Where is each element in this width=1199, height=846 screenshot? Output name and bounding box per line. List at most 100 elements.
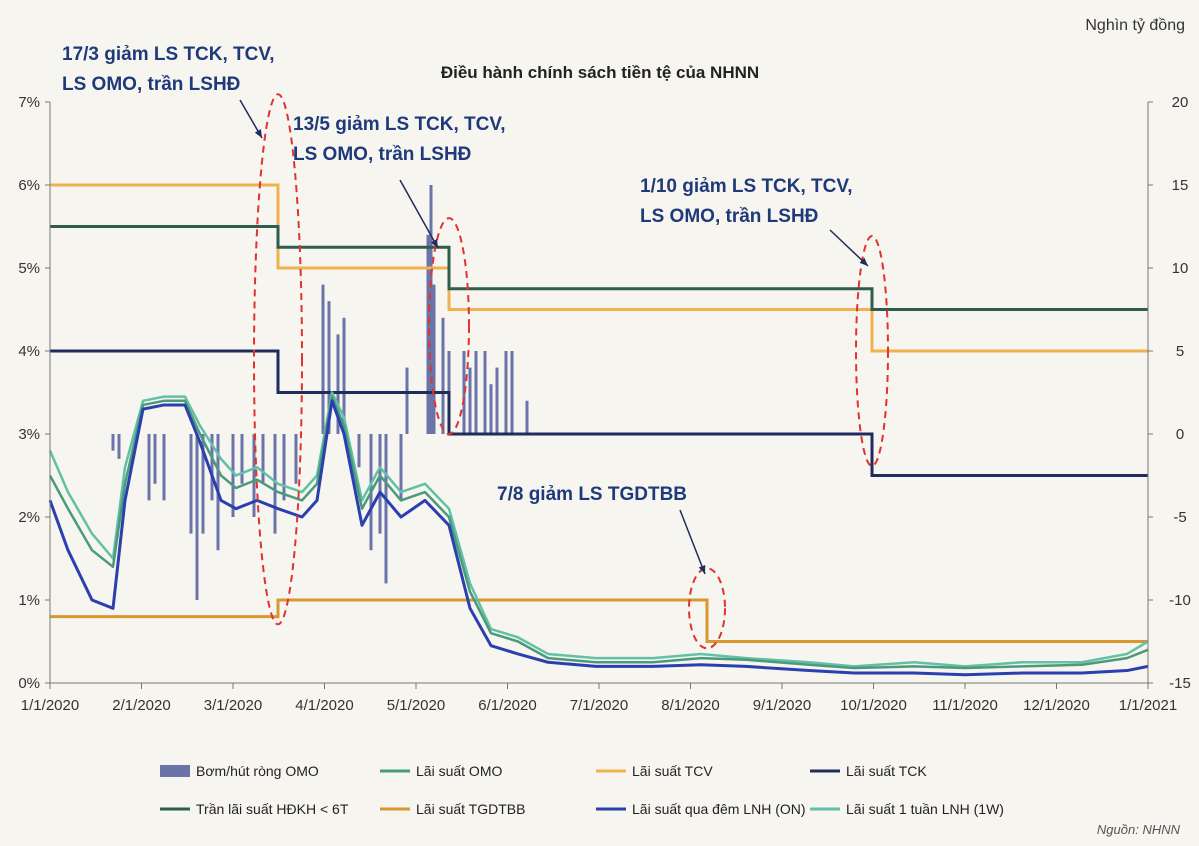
legend-label: Lãi suất TGDTBB <box>416 801 525 817</box>
omo-bar <box>201 434 205 534</box>
omo-bar <box>426 234 430 434</box>
legend-label: Lãi suất TCV <box>632 763 713 779</box>
legend-label: Lãi suất 1 tuần LNH (1W) <box>846 801 1004 817</box>
x-tick-label: 12/1/2020 <box>1023 697 1090 714</box>
y-left-tick-label: 7% <box>18 94 40 111</box>
omo-bar <box>261 434 265 484</box>
series-omo_rate <box>48 395 1149 670</box>
omo-bar <box>273 434 277 534</box>
y-right-tick-label: 20 <box>1172 94 1189 111</box>
y-left-tick-label: 0% <box>18 675 40 692</box>
omo-bar <box>195 434 199 600</box>
omo-bar <box>399 434 403 501</box>
annotation-text: 7/8 giảm LS TGDTBB <box>497 484 687 505</box>
omo-bar <box>189 434 193 534</box>
omo-bar <box>474 351 478 434</box>
omo-bar <box>147 434 151 501</box>
annotation-text: LS OMO, trần LSHĐ <box>640 206 818 227</box>
omo-bar <box>510 351 514 434</box>
omo-bar <box>342 317 346 434</box>
omo-bar <box>429 185 433 434</box>
omo-bar <box>525 400 529 434</box>
y-right-tick-label: -10 <box>1169 592 1191 609</box>
series-tgdtbb <box>50 598 1148 643</box>
legend-label: Trần lãi suất HĐKH < 6T <box>196 801 349 817</box>
chart-title: Điều hành chính sách tiền tệ của NHNN <box>441 63 759 82</box>
x-tick-label: 10/1/2020 <box>840 697 907 714</box>
omo-bar <box>468 367 472 434</box>
legend-label: Lãi suất qua đêm LNH (ON) <box>632 801 806 817</box>
series-tcv <box>50 183 1148 353</box>
y-left-tick-label: 1% <box>18 592 40 609</box>
legend-label: Bơm/hút ròng OMO <box>196 763 319 779</box>
omo-bar <box>111 434 115 451</box>
y-right-tick-label: -5 <box>1173 509 1186 526</box>
series-lines <box>48 183 1149 677</box>
legend-label: Lãi suất OMO <box>416 763 502 779</box>
y-right-tick-label: 5 <box>1176 343 1184 360</box>
omo-bar <box>441 317 445 434</box>
series-on <box>48 399 1149 677</box>
omo-bar <box>240 434 244 484</box>
annotation-text: 17/3 giảm LS TCK, TCV, <box>62 44 275 65</box>
annotation-ellipse <box>253 93 303 626</box>
annotation-ellipse <box>688 567 726 650</box>
annotation-arrow <box>829 229 869 267</box>
legend-label: Lãi suất TCK <box>846 763 927 779</box>
y-left-tick-label: 4% <box>18 343 40 360</box>
omo-bar <box>357 434 361 468</box>
x-tick-label: 5/1/2020 <box>387 697 445 714</box>
omo-bar <box>210 434 214 501</box>
legend: Bơm/hút ròng OMO Lãi suất OMO Lãi suất TCV… <box>160 763 1004 817</box>
annotation-ellipses <box>253 93 889 650</box>
omo-bar <box>336 334 340 434</box>
source-note: Nguồn: NHNN <box>1097 822 1181 837</box>
omo-bar <box>405 367 409 434</box>
omo-bars <box>111 185 529 600</box>
annotation-arrowhead <box>698 565 706 574</box>
y-left-tick-label: 3% <box>18 426 40 443</box>
omo-bar <box>327 301 331 434</box>
series-tran <box>50 225 1148 311</box>
y-left-tick-label: 6% <box>18 177 40 194</box>
x-tick-label: 1/1/2020 <box>21 697 79 714</box>
annotation-arrow <box>679 509 706 575</box>
x-tick-label: 11/1/2020 <box>932 697 998 714</box>
omo-bar <box>231 434 235 517</box>
omo-bar <box>321 284 325 434</box>
annotation-text: LS OMO, trần LSHĐ <box>293 144 471 165</box>
x-tick-label: 3/1/2020 <box>204 697 262 714</box>
omo-bar <box>117 434 121 459</box>
omo-bar <box>432 284 436 434</box>
omo-bar <box>378 434 382 534</box>
omo-bar <box>282 434 286 501</box>
annotation-arrow <box>399 179 439 249</box>
annotation-text: 1/10 giảm LS TCK, TCV, <box>640 176 853 197</box>
series-w1 <box>48 391 1149 668</box>
annotation-arrowhead <box>859 257 868 266</box>
annotation-arrowhead <box>430 239 438 248</box>
series-tck <box>50 349 1148 477</box>
x-tick-label: 9/1/2020 <box>753 697 811 714</box>
x-tick-label: 8/1/2020 <box>661 697 719 714</box>
omo-bar <box>495 367 499 434</box>
x-tick-label: 4/1/2020 <box>295 697 353 714</box>
annotation-arrowhead <box>254 129 262 138</box>
y-right-tick-label: -15 <box>1169 675 1191 692</box>
omo-bar <box>504 351 508 434</box>
y-right-tick-label: 15 <box>1172 177 1189 194</box>
omo-bar <box>294 434 298 484</box>
annotation-text: 13/5 giảm LS TCK, TCV, <box>293 114 506 135</box>
axes: 0% 1% 2% 3% 4% 5% 6% 7% -15 -10 -5 0 5 10 15 20 1/1/2020… <box>18 94 1191 714</box>
annotation-text: LS OMO, trần LSHĐ <box>62 74 240 95</box>
right-axis-unit: Nghìn tỷ đồng <box>1085 17 1185 34</box>
y-right-tick-label: 10 <box>1172 260 1189 277</box>
x-tick-label: 7/1/2020 <box>570 697 628 714</box>
y-left-tick-label: 5% <box>18 260 40 277</box>
annotation-ellipse <box>855 235 889 467</box>
legend-swatch-omo_bars <box>160 765 190 777</box>
x-tick-label: 2/1/2020 <box>112 697 170 714</box>
omo-bar <box>252 434 256 517</box>
x-tick-label: 6/1/2020 <box>478 697 536 714</box>
